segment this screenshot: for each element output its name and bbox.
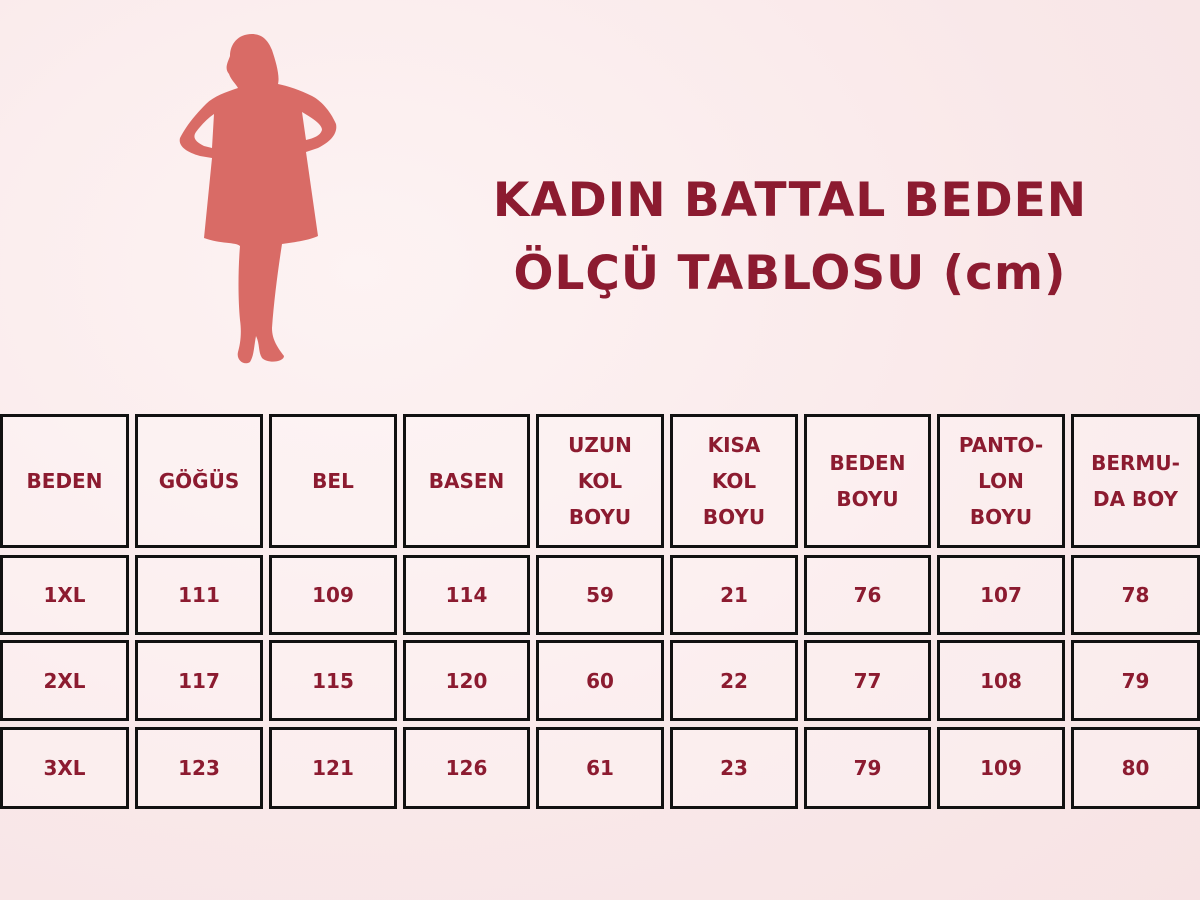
table-cell: 76 <box>804 555 931 635</box>
header-cell: GÖĞÜS <box>135 414 263 548</box>
cell-text: 3XL <box>43 756 86 780</box>
cell-text: 1XL <box>43 583 86 607</box>
cell-text: 59 <box>586 583 614 607</box>
header-cell: BEL <box>269 414 397 548</box>
header-cell: BERMU- DA BOY <box>1071 414 1200 548</box>
cell-text: 109 <box>980 756 1022 780</box>
table-cell: 21 <box>670 555 798 635</box>
cell-text: 79 <box>853 756 882 780</box>
table-cell: 61 <box>536 727 664 809</box>
table-cell: 123 <box>135 727 263 809</box>
size-label-cell: 2XL <box>0 640 129 721</box>
table-cell: 121 <box>269 727 397 809</box>
cell-text: 78 <box>1121 583 1150 607</box>
cell-text: UZUN KOL BOYU <box>568 433 632 529</box>
cell-text: 22 <box>720 668 748 693</box>
cell-text: BERMU- DA BOY <box>1091 451 1180 511</box>
header-cell: BEDEN BOYU <box>804 414 931 548</box>
cell-text: 111 <box>178 583 220 607</box>
cell-text: GÖĞÜS <box>158 469 240 493</box>
cell-text: BEL <box>312 469 354 493</box>
table-cell: 115 <box>269 640 397 721</box>
table-cell: 126 <box>403 727 530 809</box>
cell-text: BEDEN <box>26 469 103 493</box>
woman-silhouette-icon <box>179 34 337 364</box>
table-cell: 59 <box>536 555 664 635</box>
table-cell: 80 <box>1071 727 1200 809</box>
table-cell: 79 <box>804 727 931 809</box>
table-cell: 107 <box>937 555 1065 635</box>
header-cell: BASEN <box>403 414 530 548</box>
table-cell: 114 <box>403 555 530 635</box>
cell-text: 107 <box>980 583 1022 607</box>
cell-text: 80 <box>1121 756 1150 780</box>
cell-text: 60 <box>586 668 614 693</box>
size-label-cell: 3XL <box>0 727 129 809</box>
cell-text: BASEN <box>428 469 505 493</box>
table-cell: 77 <box>804 640 931 721</box>
table-cell: 120 <box>403 640 530 721</box>
cell-text: 2XL <box>43 668 86 693</box>
title-line-1: KADIN BATTAL BEDEN <box>492 173 1088 228</box>
table-cell: 109 <box>937 727 1065 809</box>
cell-text: 77 <box>853 668 882 693</box>
header-cell: BEDEN <box>0 414 129 548</box>
cell-text: 114 <box>445 583 488 607</box>
table-cell: 111 <box>135 555 263 635</box>
cell-text: 79 <box>1121 668 1150 693</box>
cell-text: 76 <box>853 583 882 607</box>
cell-text: 61 <box>586 756 614 780</box>
table-cell: 23 <box>670 727 798 809</box>
header-cell: UZUN KOL BOYU <box>536 414 664 548</box>
cell-text: 117 <box>178 668 220 693</box>
table-cell: 78 <box>1071 555 1200 635</box>
header-cell: KISA KOL BOYU <box>670 414 798 548</box>
cell-text: 115 <box>312 668 354 693</box>
table-cell: 60 <box>536 640 664 721</box>
cell-text: 120 <box>445 668 488 693</box>
table-cell: 117 <box>135 640 263 721</box>
table-cell: 22 <box>670 640 798 721</box>
cell-text: 108 <box>980 668 1022 693</box>
cell-text: 126 <box>445 756 488 780</box>
table-cell: 109 <box>269 555 397 635</box>
header-cell: PANTO- LON BOYU <box>937 414 1065 548</box>
table-cell: 79 <box>1071 640 1200 721</box>
cell-text: BEDEN BOYU <box>829 451 906 511</box>
size-label-cell: 1XL <box>0 555 129 635</box>
cell-text: 123 <box>178 756 220 780</box>
cell-text: 21 <box>720 583 748 607</box>
cell-text: KISA KOL BOYU <box>702 433 766 529</box>
cell-text: 109 <box>312 583 354 607</box>
cell-text: 23 <box>720 756 748 780</box>
page-title: KADIN BATTAL BEDEN ÖLÇÜ TABLOSU (cm) <box>440 165 1140 311</box>
table-cell: 108 <box>937 640 1065 721</box>
cell-text: 121 <box>312 756 354 780</box>
title-line-2: ÖLÇÜ TABLOSU (cm) <box>513 245 1067 301</box>
cell-text: PANTO- LON BOYU <box>958 433 1044 529</box>
